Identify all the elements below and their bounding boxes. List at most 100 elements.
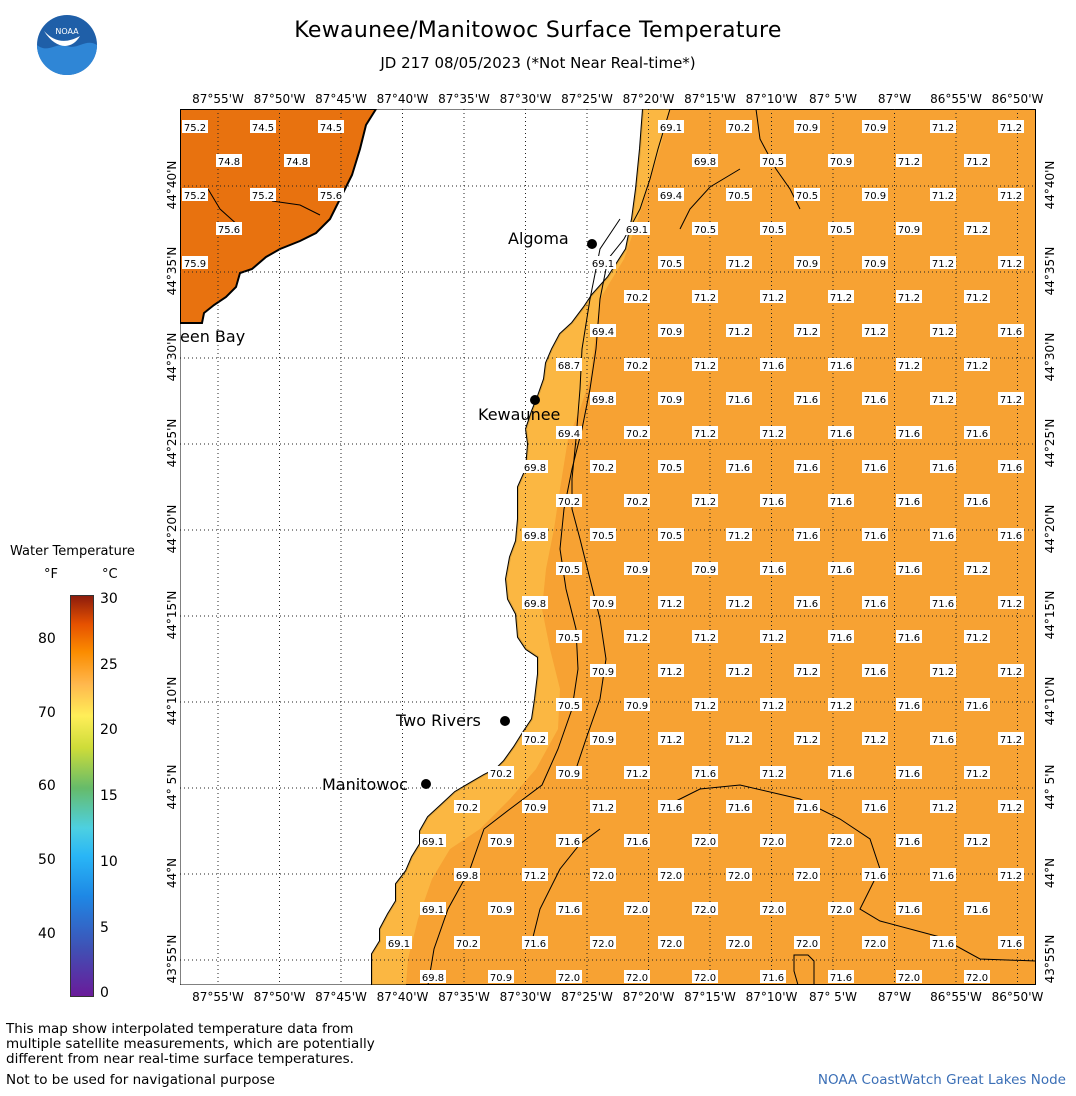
lake-temp-value: 71.2 [726, 528, 752, 542]
lon-label: 87°45'W [315, 92, 367, 106]
svg-text:71.2: 71.2 [966, 293, 988, 304]
svg-text:71.2: 71.2 [694, 701, 716, 712]
svg-text:75.9: 75.9 [184, 259, 206, 270]
svg-text:69.1: 69.1 [388, 939, 410, 950]
svg-text:71.6: 71.6 [830, 497, 852, 508]
svg-text:71.2: 71.2 [728, 667, 750, 678]
lake-temp-value: 71.2 [726, 596, 752, 610]
lake-temp-value: 71.6 [998, 936, 1024, 950]
lon-label: 87°30'W [499, 990, 552, 1004]
lake-temp-value: 71.6 [828, 358, 854, 372]
lake-temp-value: 71.6 [964, 426, 990, 440]
lake-temp-value: 72.0 [828, 902, 854, 916]
bay-temp-value: 75.6 [318, 188, 344, 202]
svg-text:70.5: 70.5 [660, 463, 682, 474]
svg-text:71.6: 71.6 [864, 803, 886, 814]
lat-label: 44°30'N [165, 332, 179, 382]
svg-text:71.2: 71.2 [932, 327, 954, 338]
svg-text:69.8: 69.8 [456, 871, 478, 882]
svg-text:70.9: 70.9 [626, 701, 648, 712]
svg-text:70.2: 70.2 [728, 123, 750, 134]
lake-temp-value: 71.6 [828, 562, 854, 576]
svg-text:71.2: 71.2 [966, 225, 988, 236]
legend-f-tick: 70 [38, 705, 56, 721]
svg-text:71.2: 71.2 [898, 157, 920, 168]
svg-text:70.2: 70.2 [626, 293, 648, 304]
svg-text:71.2: 71.2 [796, 327, 818, 338]
svg-text:71.2: 71.2 [1000, 259, 1022, 270]
svg-text:72.0: 72.0 [898, 973, 920, 984]
svg-text:71.6: 71.6 [932, 871, 954, 882]
credit-link[interactable]: NOAA CoastWatch Great Lakes Node [817, 1072, 1066, 1088]
lake-temp-value: 71.6 [862, 528, 888, 542]
lat-label: 44°20'N [165, 504, 179, 554]
lake-temp-value: 71.6 [760, 970, 786, 984]
svg-text:71.6: 71.6 [898, 769, 920, 780]
lake-temp-value: 69.8 [522, 596, 548, 610]
svg-text:71.2: 71.2 [932, 259, 954, 270]
svg-text:71.2: 71.2 [864, 327, 886, 338]
svg-text:71.6: 71.6 [830, 769, 852, 780]
lake-temp-value: 72.0 [794, 936, 820, 950]
lake-temp-value: 71.2 [896, 358, 922, 372]
svg-text:71.2: 71.2 [694, 429, 716, 440]
lake-temp-value: 71.6 [930, 868, 956, 882]
lat-label: 44°20'N [1043, 504, 1057, 554]
lake-temp-value: 71.2 [930, 324, 956, 338]
svg-text:75.2: 75.2 [184, 191, 206, 202]
lake-temp-value: 71.6 [658, 800, 684, 814]
svg-text:70.5: 70.5 [558, 633, 580, 644]
lake-temp-value: 69.8 [522, 528, 548, 542]
legend-c-tick: 20 [100, 722, 118, 739]
svg-text:71.6: 71.6 [932, 599, 954, 610]
lake-temp-value: 71.2 [998, 392, 1024, 406]
svg-text:71.6: 71.6 [932, 939, 954, 950]
svg-text:71.6: 71.6 [1000, 327, 1022, 338]
svg-text:72.0: 72.0 [762, 837, 784, 848]
lake-temp-value: 69.4 [590, 324, 616, 338]
lake-temp-value: 70.5 [556, 630, 582, 644]
lake-temp-value: 70.9 [794, 120, 820, 134]
svg-text:69.1: 69.1 [660, 123, 682, 134]
lake-temp-value: 71.6 [862, 596, 888, 610]
lake-temp-value: 71.6 [726, 392, 752, 406]
svg-text:72.0: 72.0 [830, 905, 852, 916]
lon-label: 87°45'W [315, 990, 367, 1004]
lake-temp-value: 71.6 [896, 902, 922, 916]
lat-label: 44°N [1043, 857, 1057, 889]
svg-text:71.6: 71.6 [966, 497, 988, 508]
page-subtitle: JD 217 08/05/2023 (*Not Near Real-time*) [380, 54, 696, 72]
lake-temp-value: 71.6 [964, 902, 990, 916]
bay-temp-value: 75.6 [216, 222, 242, 236]
lat-label: 44°10'N [1043, 676, 1057, 726]
lake-temp-value: 71.2 [692, 426, 718, 440]
lon-label: 87°25'W [561, 92, 613, 106]
lake-temp-value: 71.2 [692, 630, 718, 644]
lake-temp-value: 72.0 [624, 970, 650, 984]
legend-c-tick: 15 [100, 788, 118, 805]
svg-text:71.2: 71.2 [762, 769, 784, 780]
svg-text:71.6: 71.6 [898, 837, 920, 848]
svg-text:72.0: 72.0 [660, 871, 682, 882]
svg-text:70.5: 70.5 [660, 531, 682, 542]
svg-text:71.2: 71.2 [966, 565, 988, 576]
lake-temp-value: 71.2 [760, 290, 786, 304]
svg-text:71.6: 71.6 [898, 701, 920, 712]
bay-temp-value: 75.2 [182, 188, 208, 202]
lake-temp-value: 71.6 [828, 426, 854, 440]
lat-label: 44° 5'N [165, 764, 179, 810]
two-rivers-marker [500, 716, 510, 726]
lake-temp-value: 71.2 [692, 698, 718, 712]
lake-temp-value: 69.1 [420, 902, 446, 916]
temperature-map[interactable]: 75.2 74.5 74.5 74.8 74.8 75.2 75.2 75.6 75.6 75.9… [179, 108, 1037, 986]
lake-temp-value: 71.6 [896, 834, 922, 848]
svg-text:72.0: 72.0 [762, 905, 784, 916]
svg-text:71.2: 71.2 [660, 735, 682, 746]
lake-temp-value: 72.0 [862, 936, 888, 950]
lat-label: 44°N [165, 857, 179, 889]
lake-temp-value: 71.6 [692, 766, 718, 780]
lat-label: 44°25'N [1043, 418, 1057, 468]
lake-temp-value: 71.2 [726, 324, 752, 338]
lat-label: 44°10'N [165, 676, 179, 726]
svg-text:71.2: 71.2 [660, 599, 682, 610]
